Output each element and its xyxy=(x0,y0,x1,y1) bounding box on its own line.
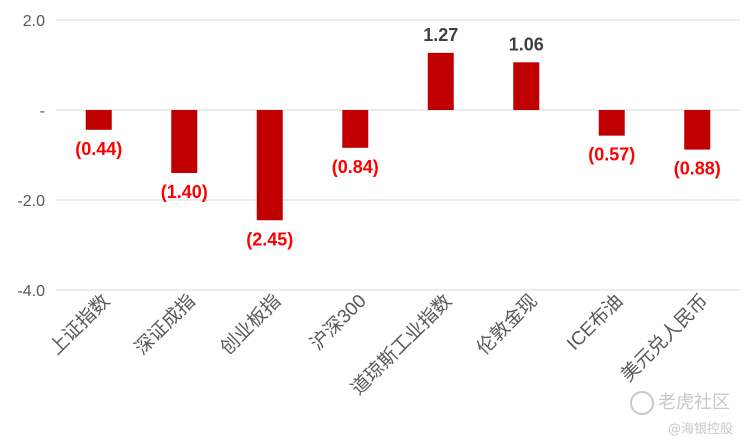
data-labels: (0.44) (1.40) (2.45) (0.84) 1.27 1.06 (0.57) (0… xyxy=(75,25,721,249)
y-tick-label: -4.0 xyxy=(17,283,45,300)
data-label: (0.57) xyxy=(588,145,635,165)
x-tick-label: 上证指数 xyxy=(45,290,114,359)
bar xyxy=(342,110,369,148)
data-label: (0.84) xyxy=(332,157,379,177)
watermark-handle: @海银控股 xyxy=(668,422,734,437)
data-label: (2.45) xyxy=(246,229,293,249)
watermark-tiger-icon xyxy=(630,391,654,415)
gridlines xyxy=(56,19,740,291)
x-tick-label: 美元兑人民币 xyxy=(617,290,713,386)
x-tick-label: 深证成指 xyxy=(130,290,199,359)
y-tick-label: - xyxy=(40,103,45,120)
y-tick-label: -2.0 xyxy=(17,193,45,210)
x-tick-label: 伦敦金现 xyxy=(472,290,541,359)
bar xyxy=(684,110,711,150)
bar xyxy=(598,110,625,136)
data-label: 1.06 xyxy=(509,34,544,54)
data-label: 1.27 xyxy=(423,25,458,45)
bar xyxy=(256,110,283,221)
bar xyxy=(85,110,112,130)
x-tick-label: 沪深300 xyxy=(306,290,371,355)
bars xyxy=(85,52,711,221)
bar xyxy=(427,52,454,110)
data-label: (0.88) xyxy=(674,159,721,179)
bar xyxy=(513,62,540,110)
x-tick-label: 创业板指 xyxy=(216,290,285,359)
watermark-text: 老虎社区 xyxy=(658,392,730,413)
x-tick-label: ICE布油 xyxy=(562,290,627,355)
bar xyxy=(171,110,198,173)
y-axis-ticks: 2.0 - -2.0 -4.0 xyxy=(17,13,45,300)
watermark-logo: 老虎社区 xyxy=(630,388,730,415)
data-label: (0.44) xyxy=(75,139,122,159)
data-label: (1.40) xyxy=(161,182,208,202)
y-tick-label: 2.0 xyxy=(23,13,45,30)
